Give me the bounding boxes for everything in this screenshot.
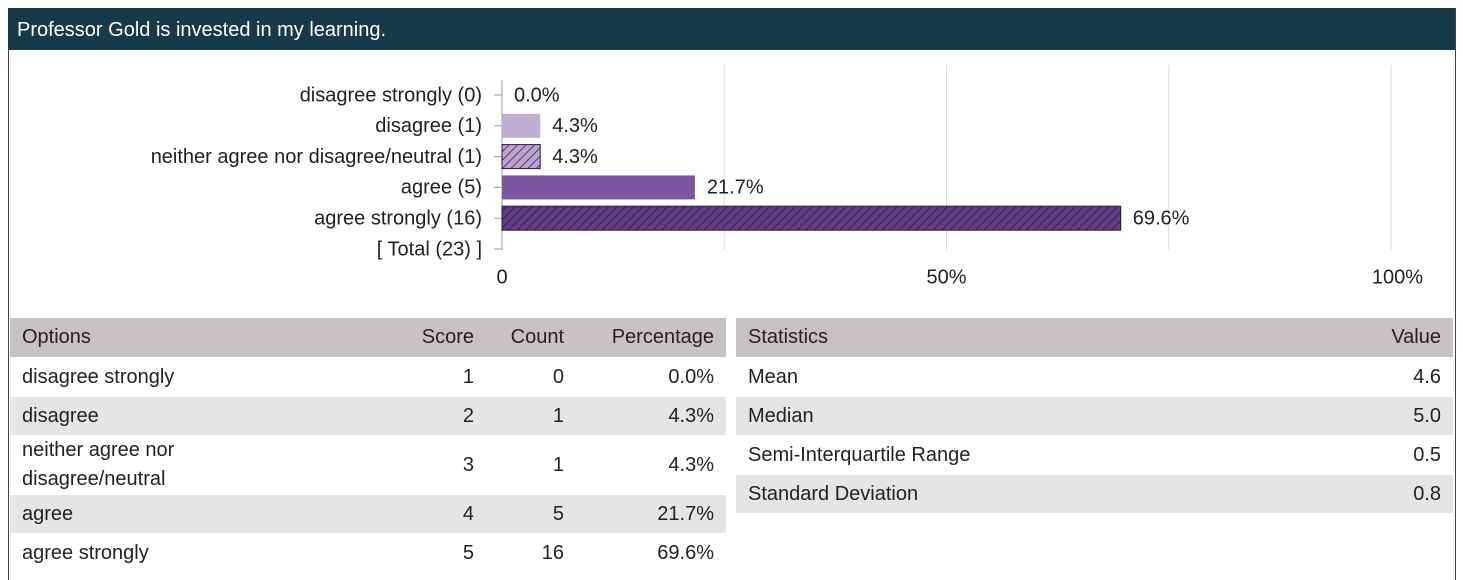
table-row: Median 5.0 [736,396,1453,436]
frame [8,8,1456,580]
x-tick-label: 100% [1372,266,1423,288]
table-cell: 1 [486,396,576,436]
x-tick-label: 50% [926,266,966,288]
x-tick-label: 0 [496,266,507,288]
table-cell: 2 [260,396,486,436]
table-cell: 4.3% [576,435,726,495]
table-cell: 0 [486,357,576,397]
table-cell: 1 [486,435,576,495]
table-cell: 4.3% [576,396,726,436]
column-header: Options [10,318,260,358]
column-header: Score [260,318,486,358]
table-cell: 5 [486,494,576,534]
table-cell: Median [736,396,1236,436]
table-row: disagree 2 1 4.3% [10,396,726,436]
table-cell: Standard Deviation [736,474,1236,514]
y-tick-label: [ Total (23) ] [377,238,482,260]
value-label: 21.7% [707,177,764,199]
question-title: Professor Gold is invested in my learnin… [8,8,1455,50]
table-row: Mean 4.6 [736,357,1453,397]
column-header: Statistics [736,318,1236,358]
table-cell: 4.6 [1236,357,1453,397]
column-header: Value [1236,318,1453,358]
table-cell: 1 [260,357,486,397]
table-cell: 69.6% [576,533,726,573]
table-row: Standard Deviation 0.8 [736,474,1453,514]
y-tick-label: disagree strongly (0) [300,84,482,106]
table-cell: 0.5 [1236,435,1453,475]
bar [502,175,695,200]
table-cell: Semi-Interquartile Range [736,435,1236,475]
table-row: Semi-Interquartile Range 0.5 [736,435,1453,475]
table-cell: 0.8 [1236,474,1453,514]
table-cell: neither agree nor disagree/neutral [10,435,260,495]
value-label: 69.6% [1133,207,1190,229]
table-row: agree strongly 5 16 69.6% [10,533,726,573]
bar-hatch [501,144,541,170]
table-cell: 16 [486,533,576,573]
table-cell: disagree strongly [10,357,260,397]
table-cell: 21.7% [576,494,726,534]
value-label: 4.3% [552,146,598,168]
table-cell: agree [10,494,260,534]
bar [502,113,541,138]
column-header: Percentage [576,318,726,358]
table-cell: 0.0% [576,357,726,397]
table-row: agree 4 5 21.7% [10,494,726,534]
table-row: neither agree nor disagree/neutral 3 1 4.3% [10,435,726,495]
table-cell: 3 [260,435,486,495]
table-cell: disagree [10,396,260,436]
y-tick-label: disagree (1) [375,115,482,137]
table-cell: 5 [260,533,486,573]
bar-hatch [501,205,1122,231]
value-label: 4.3% [552,115,598,137]
options-table: Options Score Count Percentage disagree stro… [10,318,726,573]
chart: 0 50% 100% disagree strongly (0) 0.0% disagre… [151,65,1423,288]
column-header: Count [486,318,576,358]
table-cell: agree strongly [10,533,260,573]
table-cell: 5.0 [1236,396,1453,436]
table-cell: Mean [736,357,1236,397]
y-tick-label: agree (5) [401,177,482,199]
y-tick-label: neither agree nor disagree/neutral (1) [151,146,482,168]
y-tick-label: agree strongly (16) [314,207,482,229]
table-row: disagree strongly 1 0 0.0% [10,357,726,397]
statistics-table: Statistics Value Mean 4.6 Median 5.0 Semi-Inte… [736,318,1453,514]
value-label: 0.0% [514,84,560,106]
table-cell: 4 [260,494,486,534]
